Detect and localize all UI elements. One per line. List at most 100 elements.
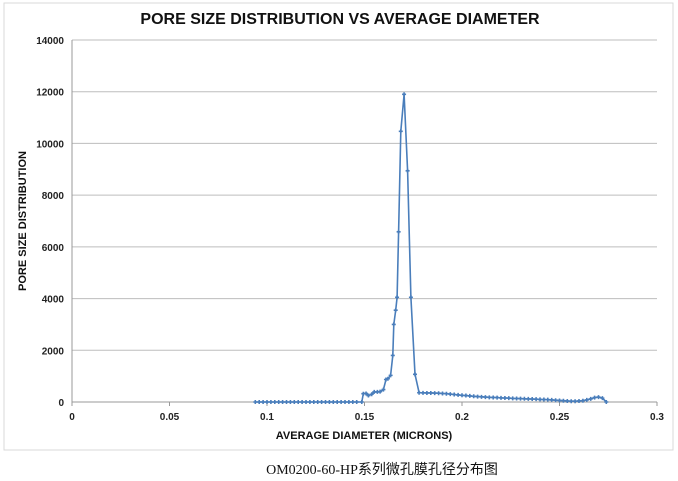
data-point xyxy=(463,393,468,398)
x-tick-label: 0.25 xyxy=(550,412,570,423)
data-point xyxy=(526,396,531,401)
data-point xyxy=(268,400,273,404)
data-point xyxy=(452,392,457,397)
data-point xyxy=(448,392,453,397)
y-tick-label: 14000 xyxy=(36,36,64,47)
data-point xyxy=(534,397,539,402)
x-tick-label: 0 xyxy=(69,412,75,423)
data-point xyxy=(596,395,601,400)
data-point xyxy=(261,400,266,404)
data-point xyxy=(331,400,336,404)
data-point xyxy=(402,92,407,97)
data-point xyxy=(307,400,312,404)
y-tick-label: 8000 xyxy=(42,191,65,202)
data-point xyxy=(584,397,589,402)
data-point xyxy=(388,373,393,378)
data-point xyxy=(257,400,262,404)
data-point xyxy=(491,395,496,400)
data-point xyxy=(265,400,269,404)
data-point xyxy=(600,396,605,401)
data-point xyxy=(323,400,328,404)
data-point xyxy=(573,399,578,404)
data-point xyxy=(479,394,484,399)
data-point xyxy=(538,397,542,402)
caption: OM0200-60-HP系列微孔膜孔径分布图 xyxy=(266,462,498,478)
data-point xyxy=(369,392,374,397)
x-tick-label: 0.15 xyxy=(355,412,375,423)
data-point xyxy=(284,400,289,404)
data-point xyxy=(432,391,437,396)
data-point xyxy=(417,390,422,395)
data-point xyxy=(592,395,597,400)
data-point xyxy=(405,168,410,173)
data-point xyxy=(327,400,332,404)
data-point xyxy=(553,398,558,403)
data-point xyxy=(460,393,464,398)
data-point xyxy=(588,396,593,401)
data-point xyxy=(569,399,574,404)
data-point xyxy=(381,387,386,392)
x-tick-label: 0.3 xyxy=(650,412,664,423)
x-tick-label: 0.2 xyxy=(455,412,469,423)
data-point xyxy=(366,393,371,398)
data-point xyxy=(604,400,609,404)
data-point xyxy=(346,400,351,404)
data-point xyxy=(343,400,347,404)
data-point xyxy=(276,400,281,404)
x-tick-label: 0.1 xyxy=(260,412,274,423)
data-point xyxy=(396,229,401,234)
data-point xyxy=(378,389,383,394)
data-point xyxy=(456,392,461,397)
data-point xyxy=(359,400,364,404)
data-point xyxy=(315,400,320,404)
data-point xyxy=(518,396,523,401)
y-tick-label: 6000 xyxy=(42,243,65,254)
data-point xyxy=(561,398,566,403)
data-point xyxy=(253,400,258,404)
data-point xyxy=(495,395,500,400)
data-point xyxy=(483,395,488,400)
data-point xyxy=(413,372,418,377)
data-point xyxy=(292,400,297,404)
chart-title: PORE SIZE DISTRIBUTION VS AVERAGE DIAMET… xyxy=(140,11,540,28)
data-point xyxy=(557,398,562,403)
data-point xyxy=(391,322,396,327)
y-tick-label: 10000 xyxy=(36,139,64,150)
data-point xyxy=(288,400,293,404)
data-point xyxy=(475,394,480,399)
y-tick-label: 4000 xyxy=(42,295,65,306)
chart-border xyxy=(3,2,674,451)
data-point xyxy=(272,400,277,404)
data-point xyxy=(565,398,570,403)
data-point xyxy=(499,395,503,400)
data-point xyxy=(300,400,305,404)
data-point xyxy=(502,395,507,400)
data-point xyxy=(408,295,413,300)
data-point xyxy=(577,398,581,403)
data-point xyxy=(545,397,550,402)
data-point xyxy=(471,394,476,399)
x-tick-label: 0.05 xyxy=(160,412,180,423)
x-axis-label: AVERAGE DIAMETER (MICRONS) xyxy=(276,430,453,442)
data-point xyxy=(467,393,472,398)
data-point xyxy=(436,391,441,396)
data-point xyxy=(421,390,425,395)
data-point xyxy=(364,391,369,396)
data-point xyxy=(424,390,429,395)
data-point xyxy=(428,390,433,395)
data-point xyxy=(510,396,515,401)
data-point xyxy=(354,400,359,404)
data-point xyxy=(506,396,511,401)
data-point xyxy=(580,398,585,403)
data-point xyxy=(280,400,285,404)
y-tick-label: 2000 xyxy=(42,346,65,357)
data-point xyxy=(385,376,390,381)
data-point xyxy=(549,397,554,402)
data-point xyxy=(487,395,492,400)
data-point xyxy=(398,129,403,134)
data-point xyxy=(311,400,316,404)
data-point xyxy=(350,400,355,404)
data-point xyxy=(395,295,400,300)
data-point xyxy=(444,391,449,396)
